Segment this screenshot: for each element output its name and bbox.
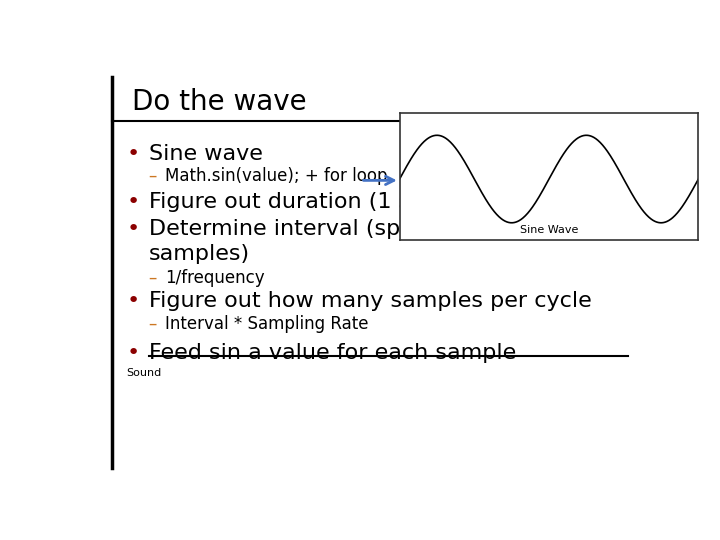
Text: •: • [126, 292, 140, 312]
Text: Interval * Sampling Rate: Interval * Sampling Rate [166, 315, 369, 333]
Text: –: – [148, 268, 157, 287]
Text: Do the wave: Do the wave [132, 87, 307, 116]
Text: Sound: Sound [126, 368, 161, 379]
Text: Feed sin a value for each sample: Feed sin a value for each sample [148, 343, 516, 363]
Text: •: • [126, 343, 140, 363]
Text: –: – [148, 315, 157, 333]
Text: Math.sin(value); + for loop: Math.sin(value); + for loop [166, 167, 388, 185]
Text: samples): samples) [148, 245, 250, 265]
Text: Determine interval (space between: Determine interval (space between [148, 219, 543, 239]
Text: 1/frequency: 1/frequency [166, 268, 265, 287]
Text: Figure out how many samples per cycle: Figure out how many samples per cycle [148, 292, 591, 312]
Text: •: • [126, 144, 140, 164]
Text: Figure out duration (1 second): Figure out duration (1 second) [148, 192, 486, 212]
Text: Sine wave: Sine wave [148, 144, 263, 164]
Text: Sine Wave: Sine Wave [520, 225, 578, 235]
Text: –: – [148, 167, 157, 185]
Text: •: • [126, 219, 140, 239]
Text: •: • [126, 192, 140, 212]
